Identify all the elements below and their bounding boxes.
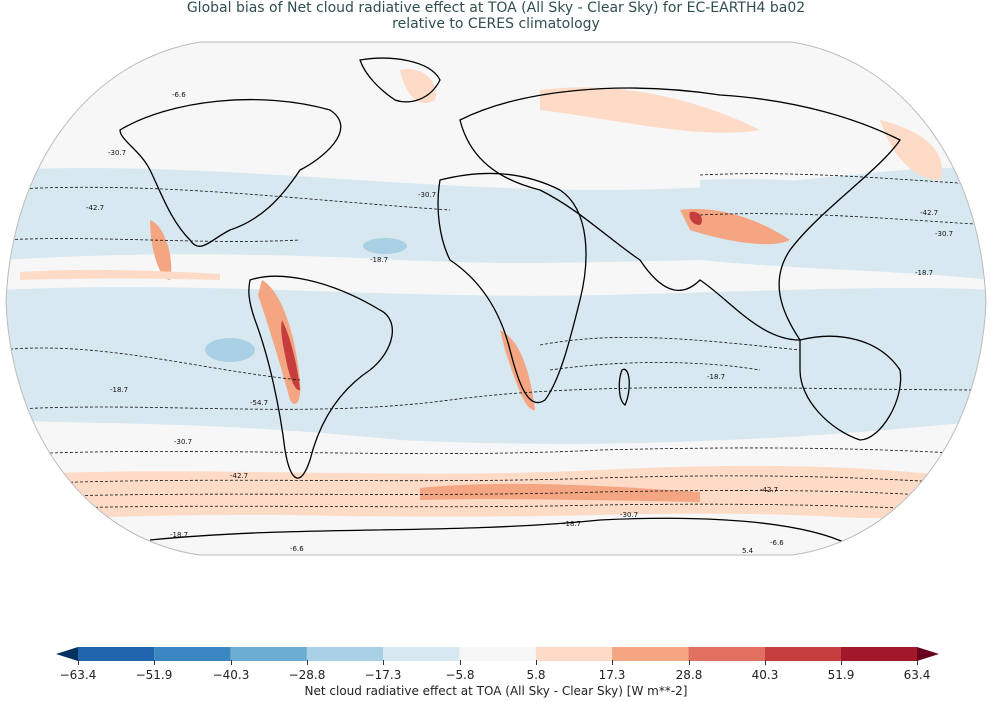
title-line-1: Global bias of Net cloud radiative effec… (186, 0, 806, 16)
tick (383, 660, 384, 665)
bias-field: -6.6 -30.7 -42.7 -30.7 -18.7 -18.7 -30.7… (6, 42, 986, 555)
svg-text:-30.7: -30.7 (174, 438, 192, 446)
svg-text:-30.7: -30.7 (620, 511, 638, 519)
tick-label: 5.8 (526, 668, 546, 682)
world-map: -6.6 -30.7 -42.7 -30.7 -18.7 -18.7 -30.7… (0, 40, 992, 560)
map-frame (5, 41, 987, 556)
svg-text:-6.6: -6.6 (172, 91, 186, 99)
svg-text:-6.6: -6.6 (770, 539, 784, 547)
tick (78, 660, 79, 665)
tick-label: −17.3 (364, 668, 402, 682)
tick-label: 51.9 (827, 668, 855, 682)
svg-text:-18.7: -18.7 (563, 520, 581, 528)
colorbar-label: Net cloud radiative effect at TOA (All S… (304, 684, 688, 698)
tick (689, 660, 690, 665)
contours (6, 173, 986, 513)
svg-text:-18.7: -18.7 (370, 256, 388, 264)
colorbar-segments (78, 647, 917, 661)
tick (841, 660, 842, 665)
colorbar-extend-high (917, 647, 939, 661)
coastlines (119, 57, 902, 546)
svg-text:-18.7: -18.7 (915, 269, 933, 277)
tick (460, 660, 461, 665)
colorbar (56, 646, 939, 661)
tick-label: −5.8 (445, 668, 475, 682)
svg-text:-6.6: -6.6 (290, 545, 304, 553)
tick-label: −63.4 (59, 668, 97, 682)
svg-text:-42.7: -42.7 (86, 204, 104, 212)
svg-text:-42.7: -42.7 (230, 472, 248, 480)
tick (231, 660, 232, 665)
svg-text:5.4: 5.4 (742, 547, 754, 555)
tick-label: 63.4 (903, 668, 931, 682)
title-line-2: relative to CERES climatology (392, 16, 600, 32)
tick-label: −40.3 (212, 668, 250, 682)
contour-labels: -6.6 -30.7 -42.7 -30.7 -18.7 -18.7 -30.7… (86, 91, 953, 555)
colorbar-ticks: −63.4 −51.9 −40.3 −28.8 −17.3 −5.8 5.8 1… (0, 660, 992, 700)
tick (154, 660, 155, 665)
svg-text:-18.7: -18.7 (110, 386, 128, 394)
svg-text:-42.7: -42.7 (760, 486, 778, 494)
svg-text:-42.7: -42.7 (920, 209, 938, 217)
tick-label: 40.3 (751, 668, 779, 682)
tick (307, 660, 308, 665)
svg-text:-30.7: -30.7 (108, 149, 126, 157)
colorbar-extend-low (56, 647, 78, 661)
tick-label: −28.8 (288, 668, 326, 682)
tick (765, 660, 766, 665)
tick-label: 28.8 (675, 668, 703, 682)
tick-label: −51.9 (135, 668, 173, 682)
svg-text:-18.7: -18.7 (170, 531, 188, 539)
svg-text:-30.7: -30.7 (418, 191, 436, 199)
tick-label: 17.3 (598, 668, 626, 682)
tick (917, 660, 918, 665)
svg-text:-30.7: -30.7 (935, 230, 953, 238)
svg-text:-54.7: -54.7 (250, 399, 268, 407)
chart-title: Global bias of Net cloud radiative effec… (0, 0, 992, 32)
tick (612, 660, 613, 665)
svg-text:-18.7: -18.7 (707, 373, 725, 381)
tick (536, 660, 537, 665)
